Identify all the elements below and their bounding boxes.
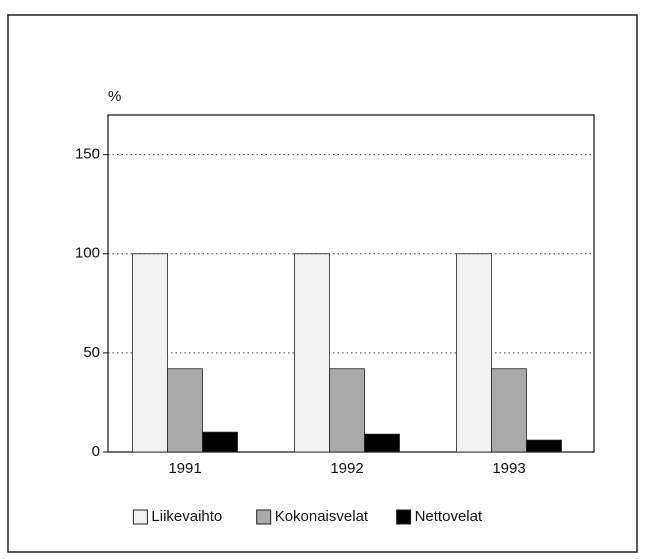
- bar: [364, 433, 400, 453]
- legend-swatch: [256, 509, 272, 525]
- bar: [202, 431, 238, 453]
- y-tick-label: 150: [75, 146, 100, 163]
- x-tick-label: 1993: [492, 460, 525, 477]
- x-tick-label: 1991: [168, 460, 201, 477]
- bar: [456, 253, 492, 453]
- bar: [491, 368, 527, 453]
- y-tick-label: 50: [83, 344, 100, 361]
- legend-swatch: [396, 509, 412, 525]
- y-tick-label: 0: [92, 443, 100, 460]
- bar: [294, 253, 330, 453]
- bar: [132, 253, 168, 453]
- legend-swatch: [132, 509, 148, 525]
- frame: [7, 14, 638, 553]
- legend-label: Liikevaihto: [151, 508, 222, 525]
- bar: [526, 439, 562, 453]
- bar: [167, 368, 203, 453]
- y-tick-label: 100: [75, 245, 100, 262]
- legend-label: Nettovelat: [415, 508, 483, 525]
- bar: [329, 368, 365, 453]
- y-axis-label: %: [108, 88, 121, 105]
- legend-label: Kokonaisvelat: [275, 508, 369, 525]
- x-tick-label: 1992: [330, 460, 363, 477]
